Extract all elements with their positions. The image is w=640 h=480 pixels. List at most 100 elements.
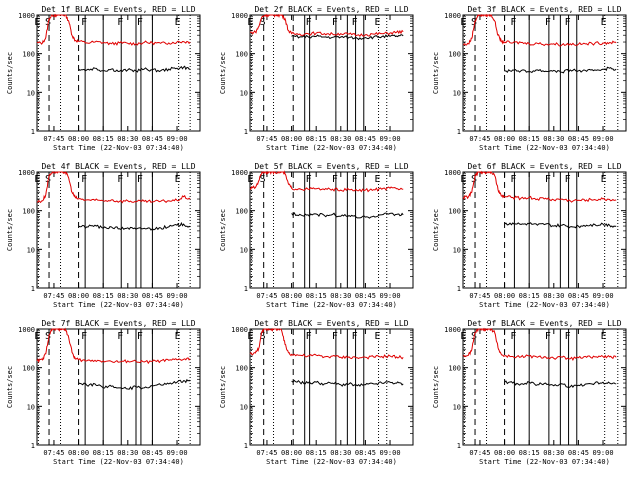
y-axis-label: Counts/sec xyxy=(6,366,14,408)
x-tick-label: 08:45 xyxy=(142,135,163,143)
y-tick-label: 10 xyxy=(27,246,35,254)
detector-panel: Det 5f BLACK = Events, RED = LLD 1 10 100 10… xyxy=(219,162,414,309)
events-rate-line xyxy=(291,379,404,387)
y-axis-label: Counts/sec xyxy=(432,209,440,251)
x-tick-label: 09:00 xyxy=(379,292,400,300)
y-tick-label: 1000 xyxy=(18,12,35,20)
plot-frame xyxy=(36,328,201,446)
y-tick-label: 1 xyxy=(457,285,461,293)
segment-flag-label: F xyxy=(565,17,571,28)
events-rate-line xyxy=(504,66,617,74)
detector-panel: Det 7f BLACK = Events, RED = LLD 1 10 100 10… xyxy=(6,319,201,466)
x-tick-label: 08:45 xyxy=(355,292,376,300)
x-tick-label: 09:00 xyxy=(592,449,613,457)
y-tick-label: 1 xyxy=(31,285,35,293)
x-tick-label: 08:45 xyxy=(142,292,163,300)
segment-flag-label: S xyxy=(260,331,266,342)
segment-flag-label: E xyxy=(175,17,181,28)
x-axis-label: Start Time (22-Nov-03 07:34:40) xyxy=(479,144,610,152)
x-tick-label: 07:45 xyxy=(256,449,277,457)
lld-rate-line xyxy=(249,13,404,38)
segment-flag-label: S xyxy=(260,17,266,28)
x-tick-label: 08:00 xyxy=(68,292,89,300)
segment-flag-label: F xyxy=(545,331,551,342)
x-axis-label: Start Time (22-Nov-03 07:34:40) xyxy=(266,458,397,466)
x-tick-label: 08:45 xyxy=(568,135,589,143)
panel-title: Det 5f BLACK = Events, RED = LLD xyxy=(254,162,408,171)
segment-flag-label: F xyxy=(510,174,516,185)
segment-flag-label: S xyxy=(471,17,477,28)
x-tick-label: 08:15 xyxy=(93,135,114,143)
y-tick-label: 100 xyxy=(448,51,461,59)
x-tick-label: 07:45 xyxy=(469,292,490,300)
segment-flag-label: E xyxy=(460,331,466,342)
x-tick-label: 08:30 xyxy=(543,292,564,300)
x-tick-label: 08:45 xyxy=(355,449,376,457)
y-tick-label: 10 xyxy=(27,89,35,97)
y-axis-label: Counts/sec xyxy=(219,52,227,94)
x-axis-label: Start Time (22-Nov-03 07:34:40) xyxy=(53,301,184,309)
x-tick-label: 09:00 xyxy=(166,449,187,457)
y-tick-label: 10 xyxy=(453,246,461,254)
x-tick-label: 08:00 xyxy=(281,292,302,300)
y-tick-label: 10 xyxy=(240,246,248,254)
segment-flag-label: F xyxy=(332,331,338,342)
lld-rate-line xyxy=(36,13,191,46)
lld-rate-line xyxy=(36,327,191,365)
y-tick-label: 1 xyxy=(457,442,461,450)
segment-flag-label: E xyxy=(34,17,40,28)
segment-flag-label: F xyxy=(137,331,143,342)
events-rate-line xyxy=(78,378,191,391)
lld-rate-line xyxy=(462,170,617,203)
y-tick-label: 100 xyxy=(448,208,461,216)
x-tick-label: 08:45 xyxy=(142,449,163,457)
segment-flag-label: F xyxy=(352,174,358,185)
x-tick-label: 08:45 xyxy=(568,292,589,300)
x-tick-label: 09:00 xyxy=(166,135,187,143)
y-tick-label: 1 xyxy=(31,128,35,136)
x-tick-label: 08:15 xyxy=(306,449,327,457)
plot-frame xyxy=(462,328,627,446)
segment-flag-label: F xyxy=(352,331,358,342)
x-axis-label: Start Time (22-Nov-03 07:34:40) xyxy=(479,458,610,466)
lld-rate-line xyxy=(249,170,404,193)
y-tick-label: 1000 xyxy=(231,169,248,177)
panel-title: Det 7f BLACK = Events, RED = LLD xyxy=(41,319,195,328)
x-tick-label: 08:30 xyxy=(543,449,564,457)
segment-flag-label: E xyxy=(247,17,253,28)
x-tick-label: 08:00 xyxy=(494,292,515,300)
y-axis-label: Counts/sec xyxy=(432,366,440,408)
panel-title: Det 6f BLACK = Events, RED = LLD xyxy=(467,162,621,171)
x-tick-label: 08:45 xyxy=(355,135,376,143)
x-tick-label: 08:15 xyxy=(519,292,540,300)
segment-flag-label: F xyxy=(137,17,143,28)
segment-flag-label: E xyxy=(175,331,181,342)
plot-frame xyxy=(249,171,414,289)
segment-flag-label: S xyxy=(260,174,266,185)
panel-title: Det 4f BLACK = Events, RED = LLD xyxy=(41,162,195,171)
segment-flag-label: F xyxy=(545,17,551,28)
y-tick-label: 1000 xyxy=(444,326,461,334)
plot-frame xyxy=(249,14,414,132)
y-axis-label: Counts/sec xyxy=(219,209,227,251)
segment-flag-label: E xyxy=(601,331,607,342)
x-axis-label: Start Time (22-Nov-03 07:34:40) xyxy=(53,144,184,152)
segment-flag-label: F xyxy=(332,17,338,28)
plot-frame xyxy=(462,14,627,132)
lld-rate-line xyxy=(249,327,404,360)
x-tick-label: 08:15 xyxy=(306,135,327,143)
x-tick-label: 09:00 xyxy=(379,449,400,457)
y-axis-label: Counts/sec xyxy=(432,52,440,94)
segment-flag-label: F xyxy=(510,17,516,28)
detector-panel: Det 1f BLACK = Events, RED = LLD 1 10 100 10… xyxy=(6,5,201,152)
detector-panel: Det 8f BLACK = Events, RED = LLD 1 10 100 10… xyxy=(219,319,414,466)
panel-title: Det 1f BLACK = Events, RED = LLD xyxy=(41,5,195,14)
x-tick-label: 08:00 xyxy=(281,135,302,143)
lld-rate-line xyxy=(36,171,191,204)
detector-panel: Det 2f BLACK = Events, RED = LLD 1 10 100 10… xyxy=(219,5,414,152)
segment-flag-label: F xyxy=(565,331,571,342)
y-tick-label: 1 xyxy=(244,128,248,136)
x-tick-label: 08:30 xyxy=(543,135,564,143)
y-tick-label: 1 xyxy=(31,442,35,450)
